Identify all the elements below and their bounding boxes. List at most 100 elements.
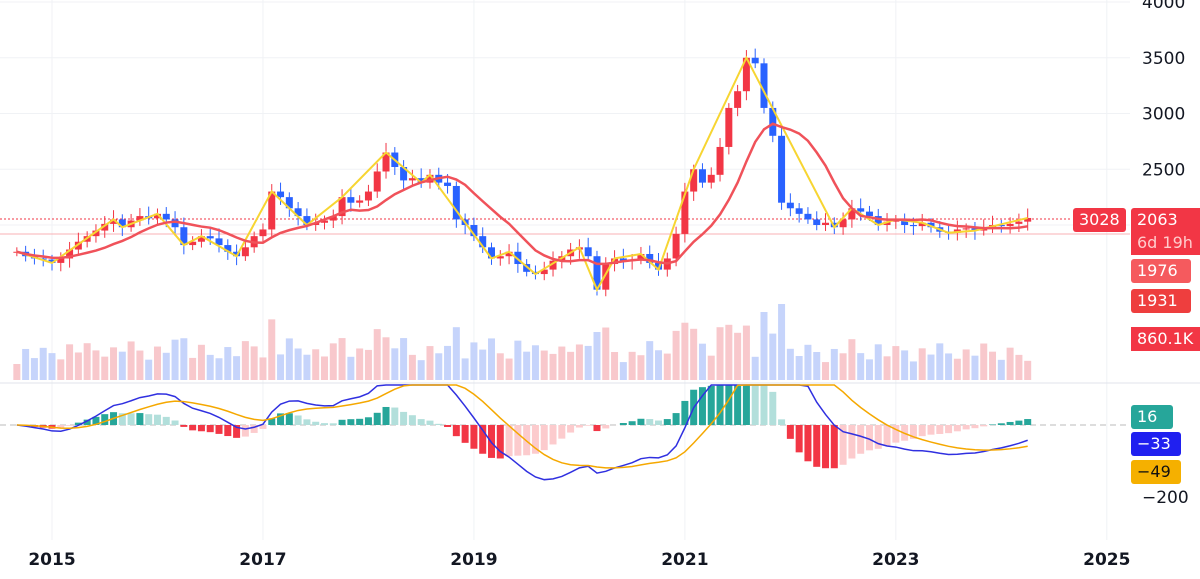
macd-histogram-bar [347,419,355,425]
volume-bar [294,348,302,380]
macd-histogram-bar [1015,420,1023,425]
macd-histogram-bar [786,425,794,439]
candle-body [294,208,302,217]
candle-body [1015,221,1023,224]
candle-body [716,146,724,175]
candle-body [452,185,460,220]
volume-bar [698,343,706,380]
macd-histogram-bar [400,411,408,425]
macd-histogram-bar [874,425,882,449]
macd-histogram-bar [382,406,390,425]
macd-histogram-bar [268,418,276,425]
volume-bar [30,358,38,380]
volume-bar [918,348,926,380]
time-axis-tick: 2021 [661,550,708,570]
macd-histogram-bar [496,425,504,459]
volume-bar [303,354,311,380]
zigzag-line [16,55,1028,292]
macd-histogram-bar [558,425,566,439]
candle-body [830,222,838,228]
volume-bar [215,358,223,380]
macd-histogram-bar [655,420,663,425]
candle-body [57,258,65,263]
volume-bar [241,341,249,380]
macd-histogram-bar [584,425,592,426]
last-price-label: 2063 [1131,208,1200,232]
volume-bar [250,346,258,380]
price-axis-tick: 3500 [1142,49,1185,69]
candle-body [303,216,311,225]
macd-histogram-bar [92,416,100,425]
macd-histogram-bar [444,425,452,427]
macd-histogram-bar [391,407,399,425]
time-axis-tick: 2015 [28,550,75,570]
volume-bar [197,344,205,380]
volume-bar [593,332,601,380]
volume-bar [13,364,21,380]
volume-bar [479,349,487,380]
volume-bar [153,346,161,380]
candle-body [382,152,390,172]
volume-bar [540,350,548,380]
macd-histogram-bar [945,425,953,434]
candle-body [813,219,821,225]
macd-histogram-bar [567,425,575,433]
macd-histogram-bar [435,423,443,425]
macd-histogram-bar [479,425,487,454]
candle-body [259,229,267,237]
volume-bar [496,353,504,380]
candle-body [1006,223,1014,227]
macd-signal-label: −49 [1131,460,1181,484]
volume-bar [760,312,768,380]
candle-body [655,262,663,270]
candle-body [277,191,285,198]
volume-bar [611,352,619,380]
macd-histogram-bar [628,421,636,425]
macd-histogram-bar [997,423,1005,425]
candle-body [1024,217,1032,222]
time-axis-tick: 2025 [1083,550,1130,570]
macd-histogram-bar [962,425,970,430]
macd-histogram-bar [66,425,74,426]
macd-histogram-bar [531,425,539,454]
macd-histogram-bar [408,415,416,425]
macd-histogram-bar [259,425,267,429]
candle-body [971,228,979,231]
macd-histogram-bar [250,425,258,433]
volume-bar [347,356,355,380]
macd-histogram-bar [373,412,381,425]
candle-body [426,174,434,183]
volume-bar [804,344,812,380]
candle-body [320,220,328,223]
candle-body [637,253,645,260]
volume-bar [681,322,689,380]
macd-histogram-bar [619,423,627,425]
volume-bar [180,338,188,380]
candle-body [734,91,742,108]
candle-body [470,225,478,237]
volume-bar [329,343,337,380]
price-axis-tick: 4000 [1142,0,1185,13]
candle-body [162,213,170,220]
macd-histogram-bar [452,425,460,437]
volume-bar [444,345,452,380]
candle-body [672,233,680,259]
macd-histogram-bar [540,425,548,451]
macd-histogram-bar [215,425,223,434]
volume-bar [312,349,320,380]
candle-body [233,251,241,257]
candle-body [927,222,935,228]
candle-body [646,253,654,263]
volume-bar [865,359,873,380]
macd-histogram-bar [241,425,249,437]
alert-price-label[interactable]: 3028 [1073,208,1126,232]
macd-histogram-bar [839,425,847,465]
candle-body [742,57,750,92]
volume-bar [110,347,118,380]
volume-bar [997,359,1005,380]
candle-body [505,251,513,257]
candle-body [839,219,847,228]
volume-bar [742,325,750,380]
